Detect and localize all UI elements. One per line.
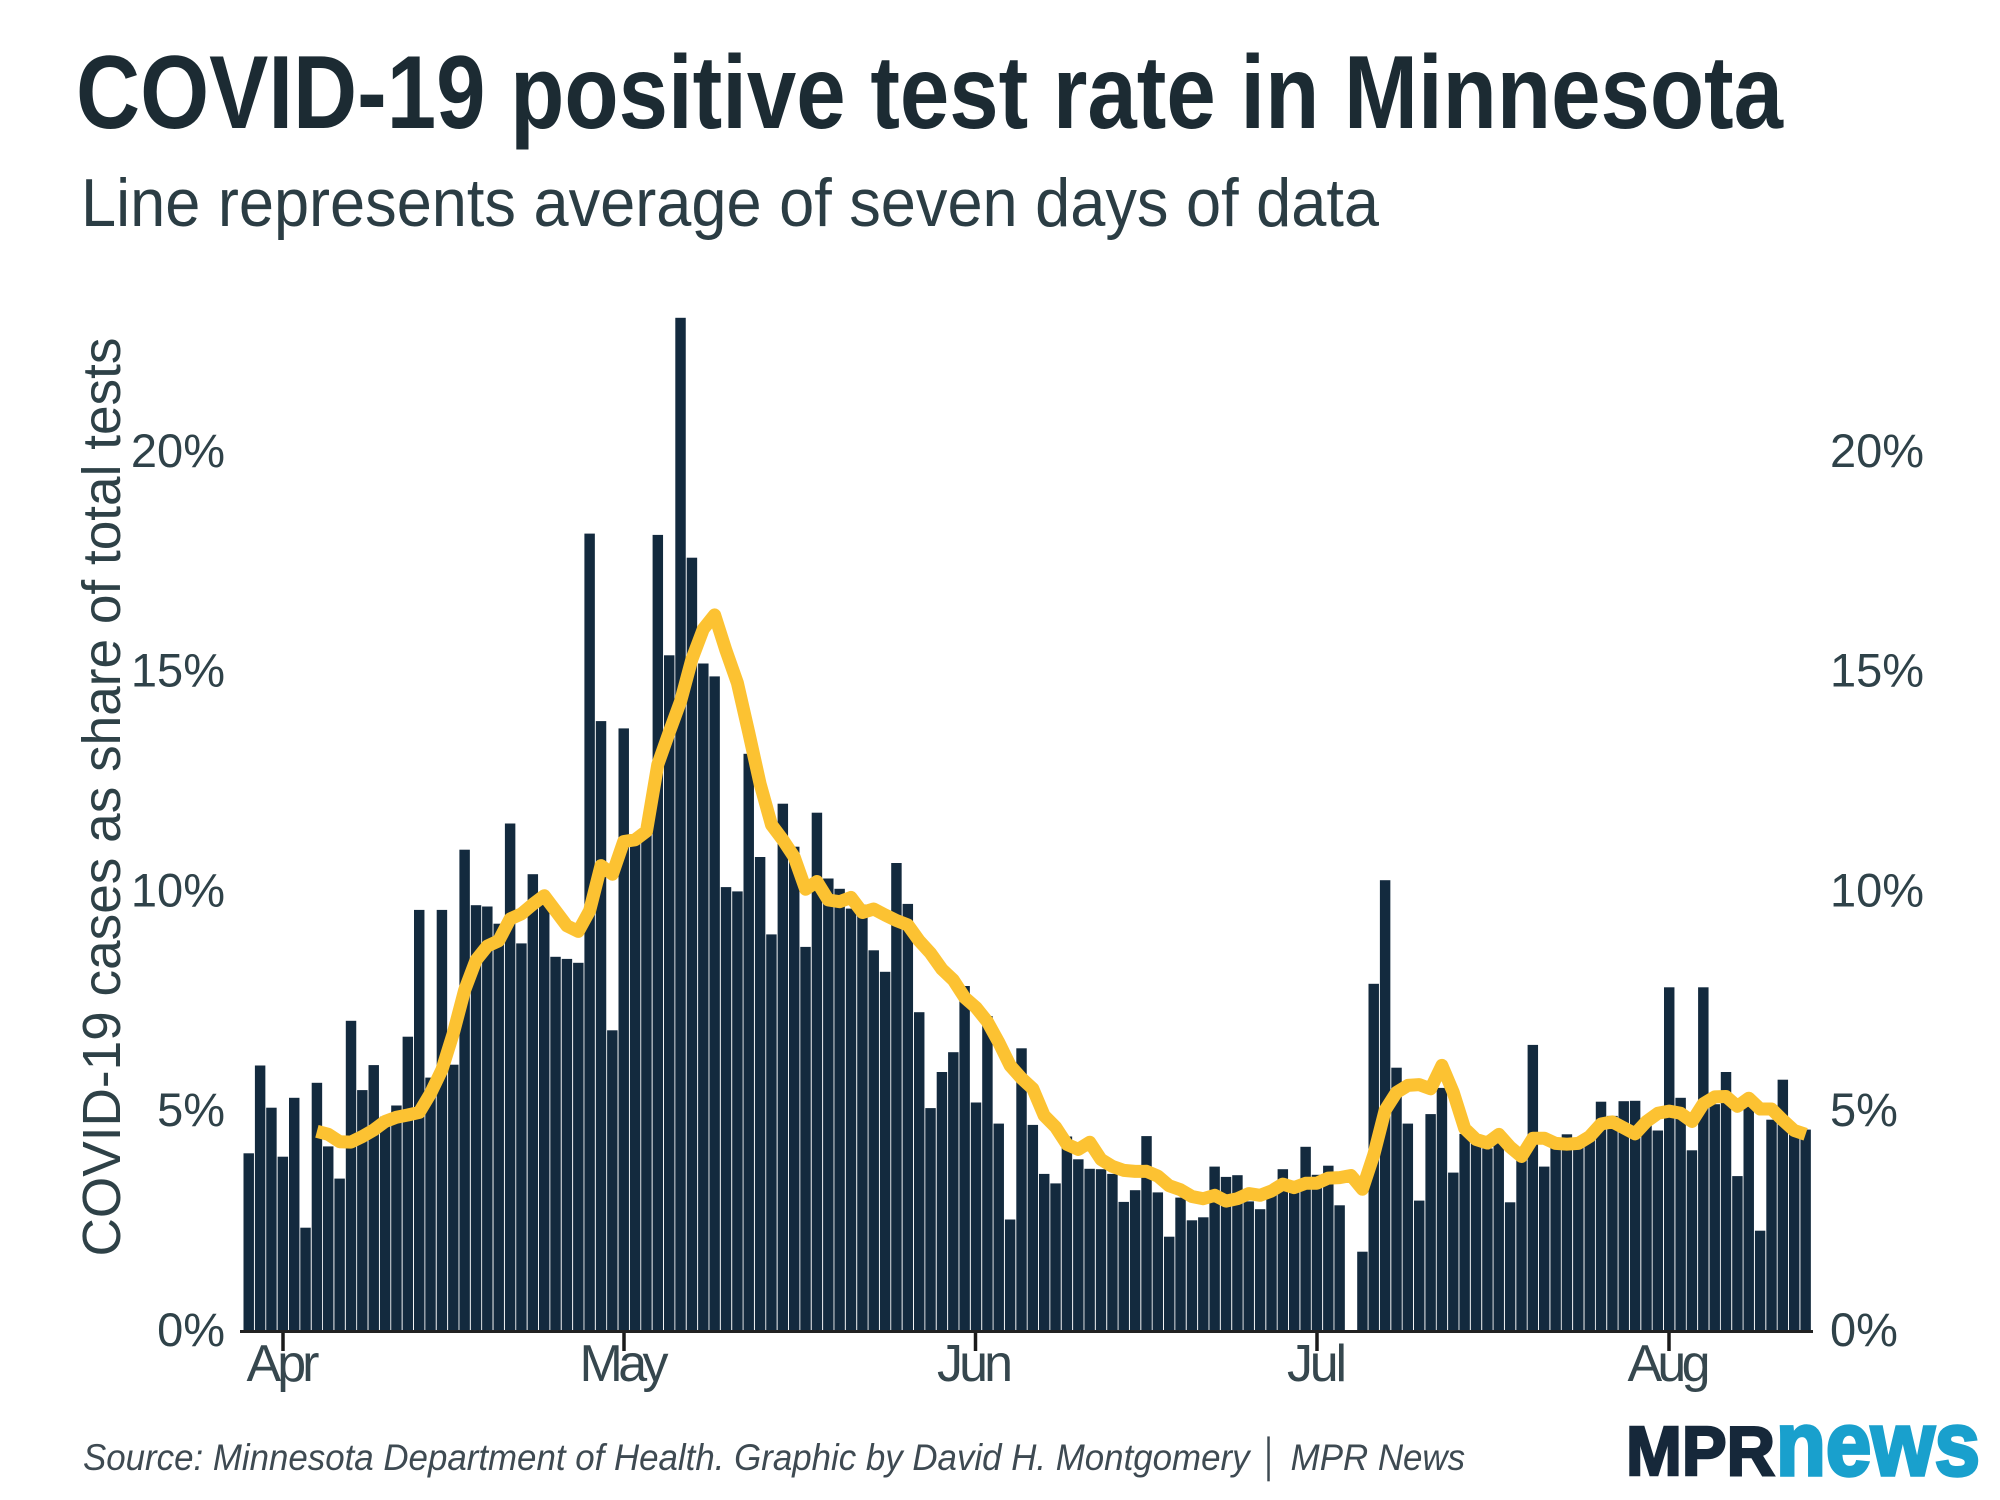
svg-text:Aug: Aug [1628,1335,1711,1393]
svg-text:May: May [580,1335,669,1393]
svg-text:news: news [1776,1394,1980,1495]
svg-text:10%: 10% [131,863,225,916]
svg-text:Jun: Jun [937,1335,1013,1393]
svg-text:COVID-19 positive test rate in: COVID-19 positive test rate in Minnesota [76,35,1784,151]
svg-text:COVID-19 cases as share of tot: COVID-19 cases as share of total tests [72,338,132,1257]
svg-text:20%: 20% [131,424,225,477]
svg-text:MPR: MPR [1626,1412,1775,1490]
svg-text:Source: Minnesota Department o: Source: Minnesota Department of Health. … [83,1436,1465,1482]
svg-text:20%: 20% [1830,424,1924,477]
svg-text:5%: 5% [157,1083,225,1136]
svg-text:5%: 5% [1830,1083,1898,1136]
svg-text:Apr: Apr [247,1335,320,1393]
svg-text:15%: 15% [1830,644,1924,697]
svg-text:0%: 0% [157,1303,225,1356]
svg-text:15%: 15% [131,644,225,697]
svg-text:10%: 10% [1830,863,1924,916]
svg-text:0%: 0% [1830,1303,1898,1356]
svg-text:Jul: Jul [1287,1335,1347,1393]
svg-text:Line represents average of sev: Line represents average of seven days of… [81,165,1379,241]
